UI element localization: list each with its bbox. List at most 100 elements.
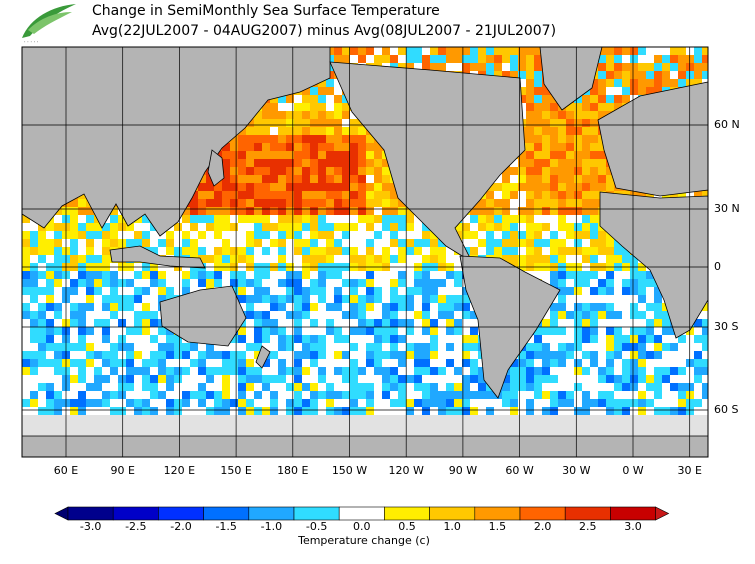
sst-cell	[318, 207, 326, 215]
sst-cell	[406, 351, 414, 359]
sst-cell	[334, 343, 342, 351]
sst-cell	[366, 335, 374, 343]
sst-cell	[246, 191, 254, 199]
sst-cell	[454, 47, 462, 55]
sst-cell	[422, 223, 430, 231]
sst-cell	[438, 303, 446, 311]
sst-cell	[286, 343, 294, 351]
sst-cell	[630, 311, 638, 319]
sst-cell	[342, 127, 350, 135]
sst-cell	[46, 231, 54, 239]
sst-cell	[334, 423, 342, 431]
sst-cell	[654, 287, 662, 295]
sst-cell	[246, 287, 254, 295]
sst-cell	[398, 327, 406, 335]
sst-cell	[174, 407, 182, 415]
sst-cell	[542, 215, 550, 223]
sst-cell	[126, 351, 134, 359]
sst-cell	[326, 135, 334, 143]
sst-cell	[310, 399, 318, 407]
sst-cell	[518, 47, 526, 55]
sst-cell	[614, 47, 622, 55]
sst-cell	[230, 215, 238, 223]
sst-cell	[526, 119, 534, 127]
sst-cell	[374, 143, 382, 151]
sst-cell	[358, 399, 366, 407]
sst-cell	[294, 207, 302, 215]
sst-cell	[470, 55, 478, 63]
sst-cell	[598, 367, 606, 375]
sst-cell	[70, 247, 78, 255]
sst-cell	[22, 255, 30, 263]
sst-cell	[630, 319, 638, 327]
sst-cell	[190, 207, 198, 215]
sst-cell	[294, 311, 302, 319]
sst-cell	[438, 311, 446, 319]
sst-cell	[30, 391, 38, 399]
sst-cell	[294, 303, 302, 311]
sst-cell	[486, 431, 494, 439]
sst-cell	[86, 295, 94, 303]
sst-cell	[542, 431, 550, 439]
sst-cell	[246, 399, 254, 407]
sst-cell	[54, 367, 62, 375]
sst-cell	[374, 407, 382, 415]
sst-cell	[230, 279, 238, 287]
sst-cell	[342, 383, 350, 391]
sst-cell	[446, 383, 454, 391]
sst-cell	[350, 271, 358, 279]
lat-label: 0	[714, 260, 721, 273]
sst-cell	[278, 199, 286, 207]
sst-cell	[230, 423, 238, 431]
sst-cell	[262, 383, 270, 391]
sst-cell	[142, 327, 150, 335]
sst-cell	[630, 367, 638, 375]
sst-cell	[30, 319, 38, 327]
sst-cell	[318, 359, 326, 367]
sst-cell	[462, 311, 470, 319]
sst-cell	[390, 351, 398, 359]
sst-cell	[646, 383, 654, 391]
sst-cell	[494, 231, 502, 239]
sst-cell	[342, 207, 350, 215]
sst-cell	[590, 223, 598, 231]
sst-cell	[254, 215, 262, 223]
sst-cell	[22, 335, 30, 343]
sst-cell	[294, 215, 302, 223]
sst-cell	[534, 383, 542, 391]
sst-cell	[358, 311, 366, 319]
sst-cell	[622, 327, 630, 335]
sst-cell	[22, 399, 30, 407]
sst-cell	[422, 231, 430, 239]
sst-cell	[78, 319, 86, 327]
sst-cell	[190, 231, 198, 239]
sst-cell	[254, 303, 262, 311]
sst-cell	[390, 359, 398, 367]
sst-cell	[182, 367, 190, 375]
sst-cell	[334, 167, 342, 175]
sst-cell	[110, 423, 118, 431]
sst-cell	[382, 391, 390, 399]
sst-cell	[174, 367, 182, 375]
sst-cell	[22, 231, 30, 239]
sst-cell	[126, 367, 134, 375]
sst-cell	[670, 63, 678, 71]
sst-cell	[630, 79, 638, 87]
sst-cell	[494, 423, 502, 431]
sst-cell	[374, 375, 382, 383]
sst-cell	[78, 279, 86, 287]
sst-cell	[406, 407, 414, 415]
sst-cell	[566, 375, 574, 383]
sst-cell	[86, 351, 94, 359]
sst-cell	[318, 79, 326, 87]
sst-cell	[262, 311, 270, 319]
sst-cell	[670, 367, 678, 375]
sst-cell	[590, 303, 598, 311]
sst-cell	[166, 399, 174, 407]
sst-cell	[446, 47, 454, 55]
sst-cell	[342, 287, 350, 295]
sst-cell	[566, 239, 574, 247]
sst-cell	[246, 311, 254, 319]
sst-cell	[622, 335, 630, 343]
sst-cell	[342, 55, 350, 63]
